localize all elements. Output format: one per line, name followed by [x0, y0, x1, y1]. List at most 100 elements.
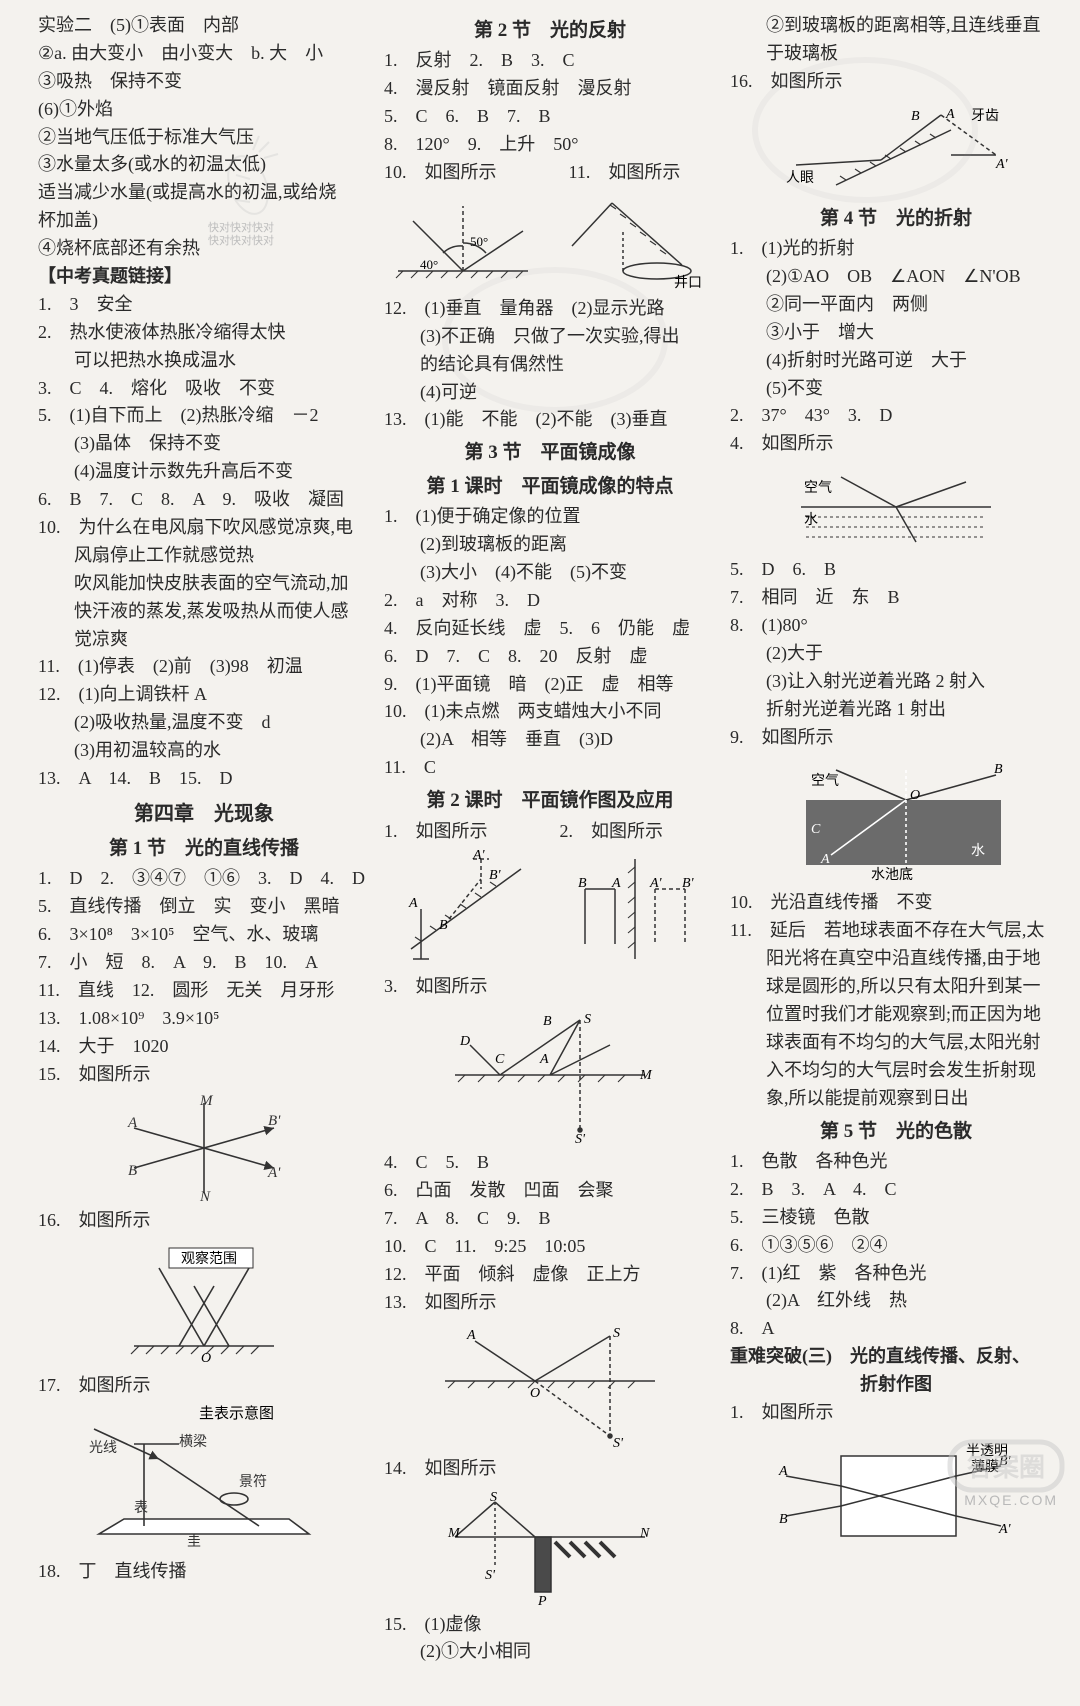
figure-f4: 空气 水: [730, 462, 1062, 552]
svg-text:B: B: [439, 918, 448, 933]
text-line: 16. 如图所示: [38, 1207, 370, 1235]
column-3: ②到玻璃板的距离相等,且连线垂直 于玻璃板 16. 如图所示 人眼 B 牙齿 A…: [730, 12, 1062, 1666]
svg-text:O: O: [530, 1386, 540, 1401]
text-line: (2)①AO OB ∠AON ∠N'OB: [730, 263, 1062, 291]
svg-text:光线: 光线: [89, 1440, 117, 1456]
text-line: ③吸热 保持不变: [38, 68, 370, 96]
text-line: 实验二 (5)①表面 内部: [38, 12, 370, 40]
figure-d2: B A A' B': [560, 849, 710, 969]
svg-text:S: S: [490, 1490, 497, 1505]
text-line: ②当地气压低于标准大气压: [38, 124, 370, 152]
text-line: 5. 直线传播 倒立 实 变小 黑暗: [38, 893, 370, 921]
svg-text:O: O: [910, 788, 920, 803]
text-line: 1. 如图所示: [730, 1399, 1062, 1427]
text-line: 14. 大于 1020: [38, 1033, 370, 1061]
text-line: 1. 3 安全: [38, 291, 370, 319]
svg-text:N: N: [639, 1526, 650, 1541]
subsection-heading: 第 1 课时 平面镜成像的特点: [384, 472, 716, 501]
svg-text:表: 表: [134, 1500, 148, 1516]
svg-text:O: O: [201, 1351, 211, 1366]
figure-16: 观察范围 O: [38, 1238, 370, 1368]
svg-text:P: P: [537, 1594, 547, 1607]
svg-text:圭: 圭: [187, 1534, 201, 1550]
text-line: 7. A 8. C 9. B: [384, 1205, 716, 1233]
text-line: (5)不变: [730, 375, 1062, 403]
text-line: 2. 热水使液体热胀冷缩得太快: [38, 319, 370, 347]
text-line: 8. (1)80°: [730, 612, 1062, 640]
svg-text:A': A': [998, 1522, 1012, 1537]
text-line: 折射光逆着光路 1 射出: [730, 696, 1062, 724]
text-line: 3. 如图所示: [384, 973, 716, 1001]
text-line: (2)大于: [730, 640, 1062, 668]
text-line: (2)吸收热量,温度不变 d: [38, 709, 370, 737]
text-line: 15. 如图所示: [38, 1061, 370, 1089]
text-line: ②a. 由大变小 由小变大 b. 大 小: [38, 40, 370, 68]
section-heading: 第 1 节 光的直线传播: [38, 834, 370, 863]
text-line: 球表面有不均匀的大气层,太阳光射: [730, 1029, 1062, 1057]
text-line: 6. 3×10⁸ 3×10⁵ 空气、水、玻璃: [38, 921, 370, 949]
svg-text:A: A: [820, 852, 830, 867]
text-line: 6. D 7. C 8. 20 反射 虚: [384, 643, 716, 671]
figure-d13: A O S S': [384, 1321, 716, 1451]
text-line: (3)大小 (4)不能 (5)不变: [384, 559, 716, 587]
svg-text:M: M: [447, 1526, 461, 1541]
text-line: 11. C: [384, 754, 716, 782]
text-line: 入不均匀的大气层时会发生折射现: [730, 1057, 1062, 1085]
text-line: 吹风能加快皮肤表面的空气流动,加: [38, 570, 370, 598]
svg-text:D: D: [459, 1034, 470, 1049]
text-line: 9. (1)平面镜 暗 (2)正 虚 相等: [384, 671, 716, 699]
column-1: 实验二 (5)①表面 内部 ②a. 由大变小 由小变大 b. 大 小 ③吸热 保…: [38, 12, 370, 1666]
text-line: 6. ①③⑤⑥ ②④: [730, 1232, 1062, 1260]
text-line: 8. 120° 9. 上升 50°: [384, 131, 716, 159]
svg-text:M: M: [639, 1068, 653, 1083]
svg-text:S: S: [584, 1012, 591, 1027]
chapter-heading: 第四章 光现象: [38, 799, 370, 830]
text-line: ④烧杯底部还有余热: [38, 235, 370, 263]
text-line: 1. (1)便于确定像的位置: [384, 503, 716, 531]
text-line: 阳光将在真空中沿直线传播,由于地: [730, 945, 1062, 973]
svg-text:C: C: [811, 822, 821, 837]
svg-text:B: B: [994, 762, 1003, 777]
svg-text:横梁: 横梁: [179, 1434, 207, 1450]
text-line: 17. 如图所示: [38, 1372, 370, 1400]
svg-text:S': S': [575, 1132, 586, 1145]
svg-text:S: S: [613, 1326, 620, 1341]
figure-row: A A' B B' B A A' B': [384, 845, 716, 973]
subheading: 【中考真题链接】: [38, 263, 370, 291]
text-line: 1. 色散 各种色光: [730, 1148, 1062, 1176]
svg-text:景符: 景符: [239, 1474, 267, 1490]
text-line: 快汗液的蒸发,蒸发吸热从而使人感: [38, 598, 370, 626]
section-heading: 第 5 节 光的色散: [730, 1117, 1062, 1146]
text-line: 4. 反向延长线 虚 5. 6 仍能 虚: [384, 615, 716, 643]
text-line: 6. B 7. C 8. A 9. 吸收 凝固: [38, 486, 370, 514]
text-line: (2)①大小相同: [384, 1638, 716, 1666]
text-line: 1. 如图所示 2. 如图所示: [384, 818, 716, 846]
small-watermark: 快对快对快对快对快对快对: [208, 222, 274, 248]
svg-text:A: A: [466, 1328, 476, 1343]
svg-text:观察范围: 观察范围: [181, 1250, 237, 1267]
text-line: (3)让入射光逆着光路 2 射入: [730, 668, 1062, 696]
text-line: (4)温度计示数先升高后不变: [38, 458, 370, 486]
text-line: 3. C 4. 熔化 吸收 不变: [38, 375, 370, 403]
text-line: 11. (1)停表 (2)前 (3)98 初温: [38, 653, 370, 681]
figure-15: M N A B B' A': [38, 1093, 370, 1203]
text-line: (2)A 红外线 热: [730, 1287, 1062, 1315]
text-line: (2)到玻璃板的距离: [384, 531, 716, 559]
svg-text:A': A': [649, 876, 663, 891]
text-line: 18. 丁 直线传播: [38, 1558, 370, 1586]
text-line: 杯加盖): [38, 207, 370, 235]
footer-url: MXQE.COM: [964, 1490, 1058, 1512]
text-line: ②同一平面内 两侧: [730, 291, 1062, 319]
figure-d1: A A' B B': [391, 849, 541, 969]
svg-text:A: A: [408, 896, 418, 911]
text-line: 10. 如图所示 11. 如图所示: [384, 159, 716, 187]
svg-text:A: A: [127, 1115, 138, 1131]
svg-text:圭表示意图: 圭表示意图: [199, 1404, 274, 1422]
svg-text:水: 水: [804, 512, 818, 528]
text-line: 1. D 2. ③④⑦ ①⑥ 3. D 4. D: [38, 865, 370, 893]
subheading: 重难突破(三) 光的直线传播、反射、: [730, 1343, 1062, 1371]
text-line: (2)A 相等 垂直 (3)D: [384, 726, 716, 754]
text-line: 15. (1)虚像: [384, 1611, 716, 1639]
text-line: (3)晶体 保持不变: [38, 430, 370, 458]
svg-text:A: A: [539, 1052, 549, 1067]
